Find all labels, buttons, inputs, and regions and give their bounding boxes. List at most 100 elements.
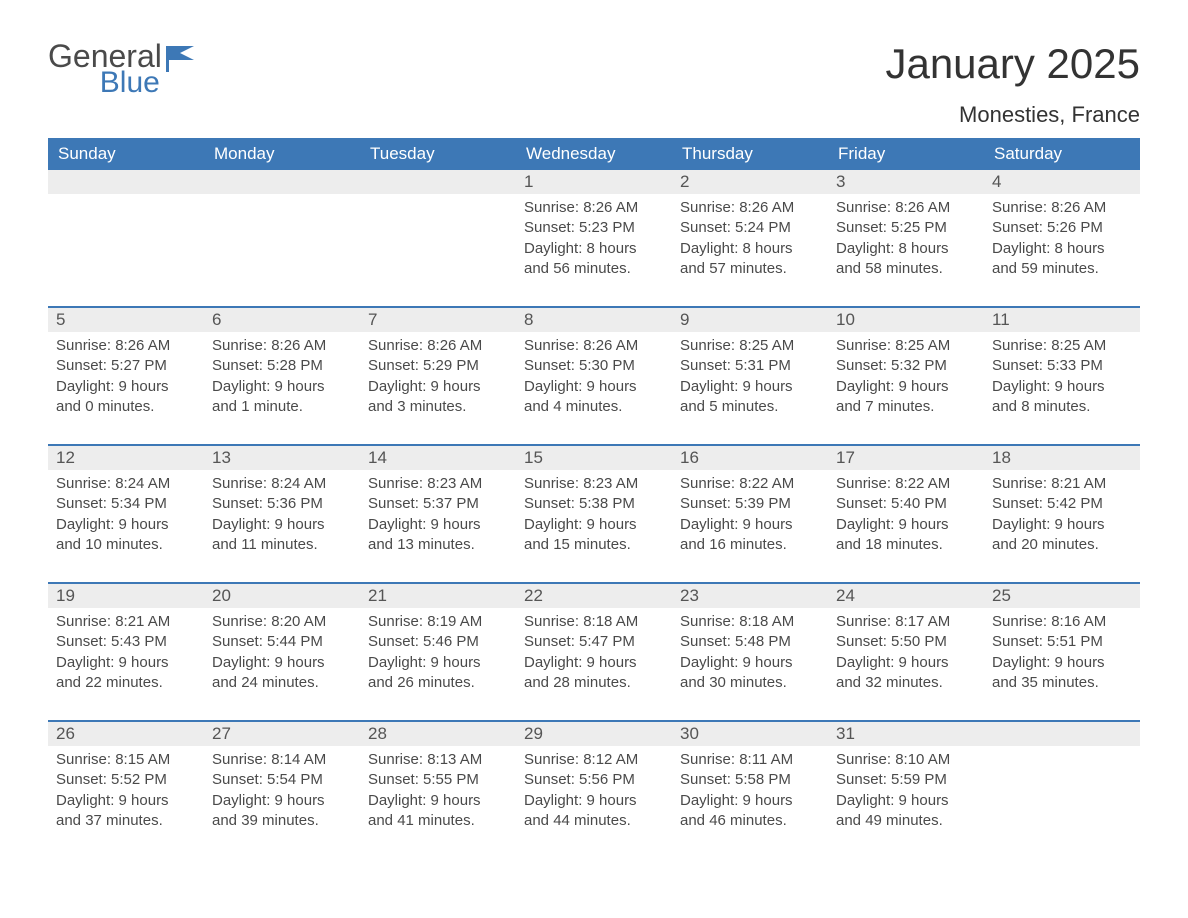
daylight-line-1: Daylight: 9 hours <box>56 515 196 535</box>
day-number: 6 <box>204 308 360 332</box>
sunset-line: Sunset: 5:32 PM <box>836 356 976 376</box>
day-details: Sunrise: 8:13 AMSunset: 5:55 PMDaylight:… <box>360 746 516 833</box>
day-cell: 5Sunrise: 8:26 AMSunset: 5:27 PMDaylight… <box>48 308 204 426</box>
sunrise-line: Sunrise: 8:22 AM <box>680 474 820 494</box>
day-number: 4 <box>984 170 1140 194</box>
daylight-line-1: Daylight: 9 hours <box>836 791 976 811</box>
sunrise-line: Sunrise: 8:24 AM <box>56 474 196 494</box>
day-cell: 27Sunrise: 8:14 AMSunset: 5:54 PMDayligh… <box>204 722 360 840</box>
day-number: 2 <box>672 170 828 194</box>
day-number: 3 <box>828 170 984 194</box>
day-number: 13 <box>204 446 360 470</box>
sunset-line: Sunset: 5:36 PM <box>212 494 352 514</box>
day-details: Sunrise: 8:26 AMSunset: 5:25 PMDaylight:… <box>828 194 984 281</box>
weekday-header: Sunday <box>48 138 204 170</box>
sunset-line: Sunset: 5:47 PM <box>524 632 664 652</box>
daylight-line-2: and 11 minutes. <box>212 535 352 555</box>
sunrise-line: Sunrise: 8:22 AM <box>836 474 976 494</box>
sunset-line: Sunset: 5:58 PM <box>680 770 820 790</box>
page-title: January 2025 <box>885 40 1140 88</box>
day-details: Sunrise: 8:15 AMSunset: 5:52 PMDaylight:… <box>48 746 204 833</box>
sunset-line: Sunset: 5:56 PM <box>524 770 664 790</box>
daylight-line-2: and 35 minutes. <box>992 673 1132 693</box>
day-number: 25 <box>984 584 1140 608</box>
week-row: 19Sunrise: 8:21 AMSunset: 5:43 PMDayligh… <box>48 582 1140 702</box>
weekday-header: Saturday <box>984 138 1140 170</box>
sunset-line: Sunset: 5:24 PM <box>680 218 820 238</box>
day-number: 26 <box>48 722 204 746</box>
day-details: Sunrise: 8:26 AMSunset: 5:24 PMDaylight:… <box>672 194 828 281</box>
daylight-line-1: Daylight: 9 hours <box>680 653 820 673</box>
daylight-line-1: Daylight: 9 hours <box>56 653 196 673</box>
daylight-line-1: Daylight: 8 hours <box>524 239 664 259</box>
day-cell: 30Sunrise: 8:11 AMSunset: 5:58 PMDayligh… <box>672 722 828 840</box>
day-details: Sunrise: 8:19 AMSunset: 5:46 PMDaylight:… <box>360 608 516 695</box>
daylight-line-1: Daylight: 9 hours <box>368 791 508 811</box>
daylight-line-2: and 56 minutes. <box>524 259 664 279</box>
day-number: 28 <box>360 722 516 746</box>
sunset-line: Sunset: 5:52 PM <box>56 770 196 790</box>
daylight-line-2: and 18 minutes. <box>836 535 976 555</box>
day-number: 31 <box>828 722 984 746</box>
sunset-line: Sunset: 5:25 PM <box>836 218 976 238</box>
day-cell: 25Sunrise: 8:16 AMSunset: 5:51 PMDayligh… <box>984 584 1140 702</box>
day-details: Sunrise: 8:18 AMSunset: 5:48 PMDaylight:… <box>672 608 828 695</box>
week-row: 12Sunrise: 8:24 AMSunset: 5:34 PMDayligh… <box>48 444 1140 564</box>
day-number: 24 <box>828 584 984 608</box>
daylight-line-1: Daylight: 9 hours <box>56 791 196 811</box>
day-cell: 12Sunrise: 8:24 AMSunset: 5:34 PMDayligh… <box>48 446 204 564</box>
sunset-line: Sunset: 5:43 PM <box>56 632 196 652</box>
day-cell: 17Sunrise: 8:22 AMSunset: 5:40 PMDayligh… <box>828 446 984 564</box>
sunset-line: Sunset: 5:26 PM <box>992 218 1132 238</box>
weekday-header: Thursday <box>672 138 828 170</box>
day-number: 5 <box>48 308 204 332</box>
day-cell <box>204 170 360 288</box>
day-cell: 20Sunrise: 8:20 AMSunset: 5:44 PMDayligh… <box>204 584 360 702</box>
day-number: 12 <box>48 446 204 470</box>
day-details: Sunrise: 8:25 AMSunset: 5:31 PMDaylight:… <box>672 332 828 419</box>
day-details: Sunrise: 8:26 AMSunset: 5:28 PMDaylight:… <box>204 332 360 419</box>
day-details: Sunrise: 8:24 AMSunset: 5:34 PMDaylight:… <box>48 470 204 557</box>
logo: General Blue <box>48 40 200 98</box>
daylight-line-2: and 32 minutes. <box>836 673 976 693</box>
sunset-line: Sunset: 5:38 PM <box>524 494 664 514</box>
sunrise-line: Sunrise: 8:24 AM <box>212 474 352 494</box>
day-cell: 3Sunrise: 8:26 AMSunset: 5:25 PMDaylight… <box>828 170 984 288</box>
weekday-header: Friday <box>828 138 984 170</box>
sunrise-line: Sunrise: 8:18 AM <box>524 612 664 632</box>
sunset-line: Sunset: 5:48 PM <box>680 632 820 652</box>
week-row: 5Sunrise: 8:26 AMSunset: 5:27 PMDaylight… <box>48 306 1140 426</box>
calendar: SundayMondayTuesdayWednesdayThursdayFrid… <box>48 138 1140 840</box>
sunrise-line: Sunrise: 8:26 AM <box>368 336 508 356</box>
daylight-line-1: Daylight: 9 hours <box>524 791 664 811</box>
day-details: Sunrise: 8:26 AMSunset: 5:27 PMDaylight:… <box>48 332 204 419</box>
day-cell: 11Sunrise: 8:25 AMSunset: 5:33 PMDayligh… <box>984 308 1140 426</box>
daylight-line-2: and 57 minutes. <box>680 259 820 279</box>
daylight-line-2: and 0 minutes. <box>56 397 196 417</box>
daylight-line-2: and 3 minutes. <box>368 397 508 417</box>
sunset-line: Sunset: 5:54 PM <box>212 770 352 790</box>
day-details: Sunrise: 8:10 AMSunset: 5:59 PMDaylight:… <box>828 746 984 833</box>
sunset-line: Sunset: 5:44 PM <box>212 632 352 652</box>
day-number: 22 <box>516 584 672 608</box>
day-cell: 8Sunrise: 8:26 AMSunset: 5:30 PMDaylight… <box>516 308 672 426</box>
day-cell: 13Sunrise: 8:24 AMSunset: 5:36 PMDayligh… <box>204 446 360 564</box>
sunrise-line: Sunrise: 8:11 AM <box>680 750 820 770</box>
day-number: 17 <box>828 446 984 470</box>
sunrise-line: Sunrise: 8:26 AM <box>212 336 352 356</box>
day-cell: 1Sunrise: 8:26 AMSunset: 5:23 PMDaylight… <box>516 170 672 288</box>
day-number: 19 <box>48 584 204 608</box>
day-cell: 14Sunrise: 8:23 AMSunset: 5:37 PMDayligh… <box>360 446 516 564</box>
day-details: Sunrise: 8:12 AMSunset: 5:56 PMDaylight:… <box>516 746 672 833</box>
day-details: Sunrise: 8:25 AMSunset: 5:33 PMDaylight:… <box>984 332 1140 419</box>
flag-icon <box>166 46 200 72</box>
day-number <box>48 170 204 194</box>
day-details: Sunrise: 8:18 AMSunset: 5:47 PMDaylight:… <box>516 608 672 695</box>
daylight-line-2: and 30 minutes. <box>680 673 820 693</box>
daylight-line-1: Daylight: 9 hours <box>836 653 976 673</box>
day-cell: 24Sunrise: 8:17 AMSunset: 5:50 PMDayligh… <box>828 584 984 702</box>
daylight-line-1: Daylight: 8 hours <box>836 239 976 259</box>
sunset-line: Sunset: 5:51 PM <box>992 632 1132 652</box>
day-cell: 18Sunrise: 8:21 AMSunset: 5:42 PMDayligh… <box>984 446 1140 564</box>
sunrise-line: Sunrise: 8:21 AM <box>992 474 1132 494</box>
